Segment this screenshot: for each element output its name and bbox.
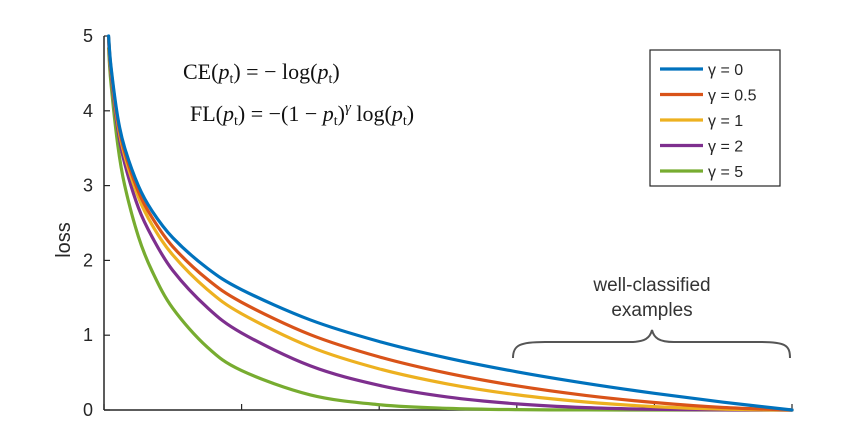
annotation-line-2: examples (611, 300, 692, 321)
y-tick-label: 4 (83, 101, 93, 121)
formula-block: CE(pt) = − log(pt) FL(pt) = −(1 − pt)γ l… (183, 59, 414, 129)
legend-label-1: γ = 0.5 (708, 88, 757, 105)
series-lines (107, 34, 794, 412)
annotation-brace (512, 329, 791, 359)
legend-label-4: γ = 5 (708, 164, 743, 181)
y-axis-label: loss (53, 222, 75, 258)
legend-label-2: γ = 1 (708, 113, 743, 130)
y-tick-label: 5 (83, 26, 93, 46)
y-tick-label: 3 (83, 176, 93, 196)
formula-ce: CE(pt) = − log(pt) (183, 59, 340, 87)
series-line-0 (107, 34, 794, 412)
formula-fl: FL(pt) = −(1 − pt)γ log(pt) (190, 100, 414, 129)
y-tick-label: 1 (83, 325, 93, 345)
legend-label-0: γ = 0 (708, 62, 743, 79)
legend-label-3: γ = 2 (708, 139, 743, 156)
series-line-3 (107, 39, 794, 412)
y-tick-label: 2 (83, 250, 93, 270)
legend-box (649, 49, 781, 187)
annotation-well-classified: well-classified examples (512, 275, 791, 359)
legend: γ = 0 γ = 0.5 γ = 1 γ = 2 γ = 5 (649, 49, 781, 187)
y-tick-label: 0 (83, 400, 93, 420)
annotation-line-1: well-classified (592, 275, 710, 296)
